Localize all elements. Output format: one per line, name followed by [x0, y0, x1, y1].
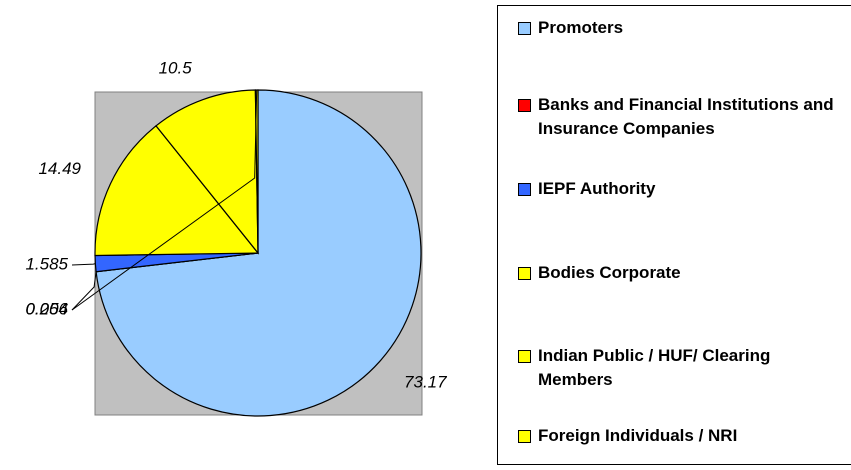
legend-label: Foreign Individuals / NRI: [538, 426, 738, 445]
leader-line: [71, 271, 97, 311]
legend-label: Indian Public / HUF/ Clearing Members: [538, 346, 771, 389]
leader-line: [71, 263, 96, 266]
leader-line: [71, 89, 258, 311]
data-label: 10.5: [159, 58, 193, 77]
data-label: 1.585: [25, 254, 68, 273]
pie-slice: [155, 89, 259, 255]
data-label: 0.004: [25, 299, 68, 318]
legend-label: Banks and Financial Institutions and Ins…: [538, 95, 834, 138]
data-label: 14.49: [38, 159, 81, 178]
legend-swatch: [518, 267, 531, 280]
legend-label: IEPF Authority: [538, 179, 656, 198]
pie-slice: [94, 124, 260, 257]
legend-label: Bodies Corporate: [538, 263, 681, 282]
legend-swatch: [518, 22, 531, 35]
chart: 73.17 0.004 1.585 14.49 10.5 0.256: [25, 58, 447, 417]
legend-swatch: [518, 183, 531, 196]
data-label: 73.17: [404, 373, 447, 392]
legend-label: Promoters: [538, 18, 624, 37]
legend: Promoters Banks and Financial Institution…: [497, 5, 851, 465]
legend-swatch: [518, 99, 531, 112]
data-label: 0.256: [25, 299, 68, 318]
legend-swatch: [518, 350, 531, 363]
legend-swatch: [518, 430, 531, 443]
